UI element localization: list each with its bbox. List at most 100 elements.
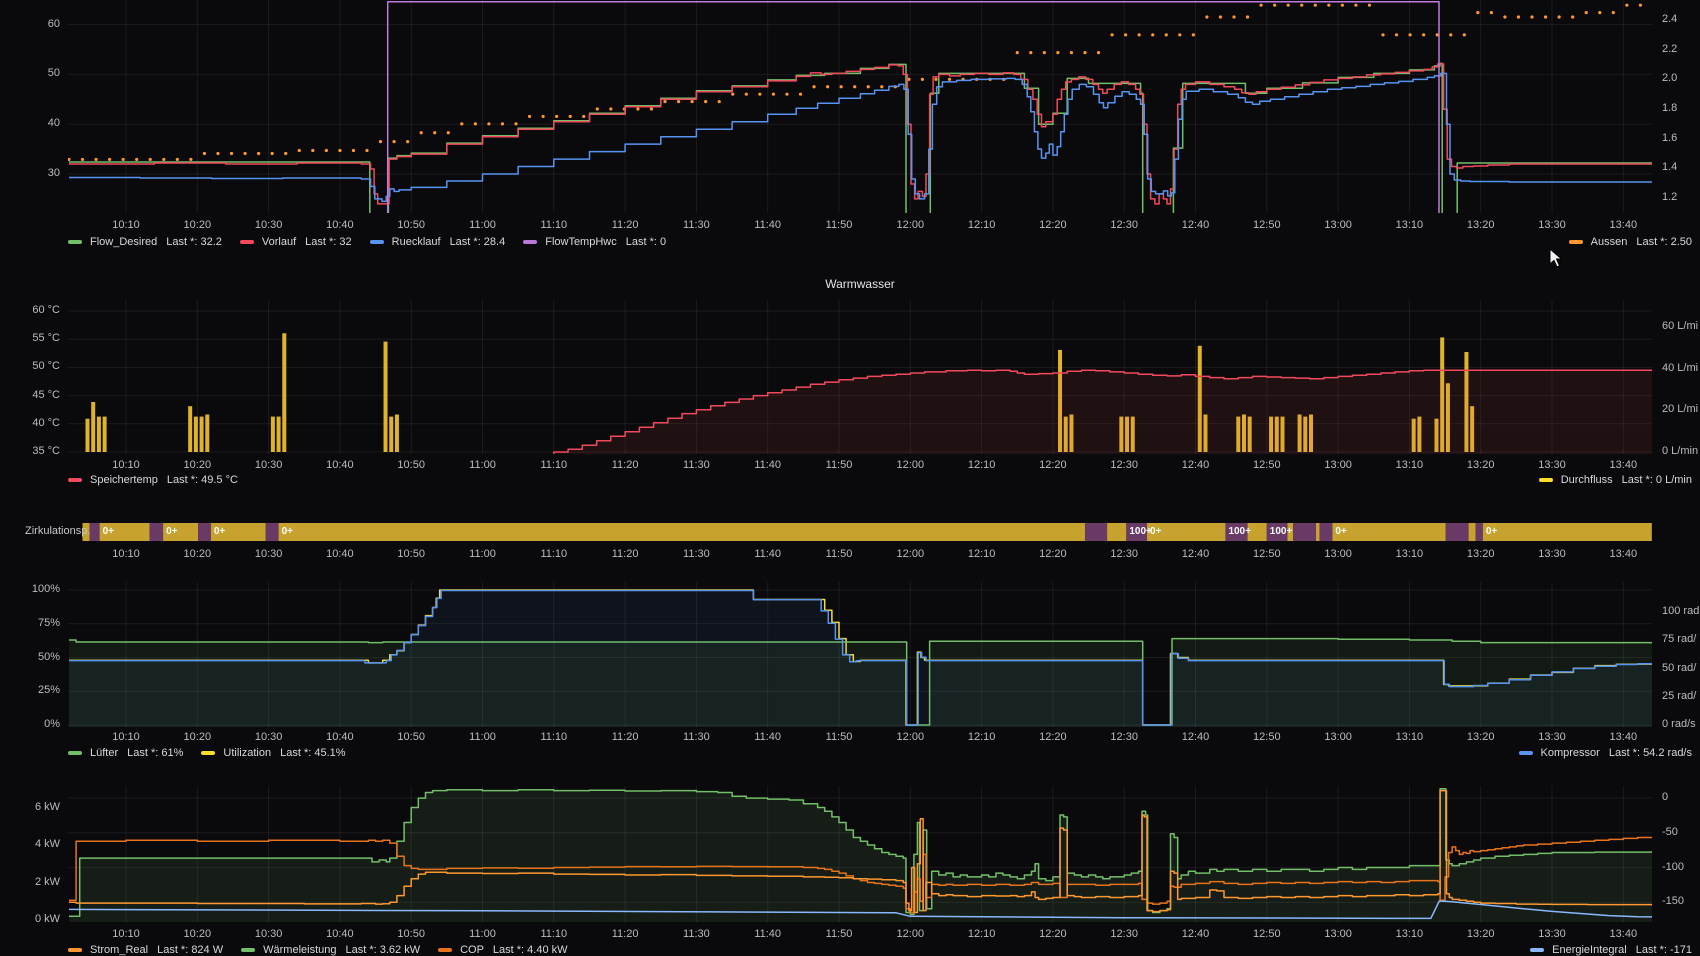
zirkulation-state-segment[interactable] xyxy=(149,523,164,541)
zirkulation-state-segment[interactable] xyxy=(82,523,90,541)
series-dot-aussen xyxy=(1042,51,1046,55)
series-dot-aussen xyxy=(419,131,423,135)
bar-durchfluss xyxy=(282,333,287,452)
zirkulation-state-segment[interactable] xyxy=(89,523,100,541)
series-dot-aussen xyxy=(202,151,207,156)
bar-durchfluss xyxy=(1274,416,1279,452)
series-dot-aussen xyxy=(351,148,356,153)
series-dot-aussen xyxy=(1611,10,1615,15)
series-dot-aussen xyxy=(880,85,884,89)
series-line-speichertemp xyxy=(553,369,1652,454)
zirkulation-state-segment[interactable] xyxy=(1126,523,1148,541)
series-fill-kompressor xyxy=(69,590,1652,727)
series-dot-aussen xyxy=(1503,15,1507,19)
series-dot-aussen xyxy=(1571,15,1575,19)
series-dot-aussen xyxy=(853,85,857,89)
bar-durchfluss xyxy=(199,416,204,452)
bar-durchfluss xyxy=(389,416,394,452)
bar-durchfluss xyxy=(102,416,107,452)
zirkulation-state-segment[interactable] xyxy=(198,523,211,541)
bar-durchfluss xyxy=(394,414,399,452)
zirkulation-state-segment[interactable] xyxy=(1084,523,1108,541)
zirkulation-state-segment[interactable] xyxy=(1468,523,1476,541)
zirkulation-state-segment[interactable] xyxy=(1266,523,1288,541)
zirkulation-state-segment[interactable] xyxy=(1247,523,1267,541)
zirkulation-state-segment[interactable] xyxy=(1293,523,1316,541)
zirkulation-state-segment[interactable] xyxy=(1147,523,1226,541)
zirkulation-state-segment[interactable] xyxy=(99,523,150,541)
series-dot-aussen xyxy=(162,157,166,162)
series-dot-aussen xyxy=(216,151,220,156)
bar-durchfluss xyxy=(1297,414,1302,452)
series-dot-aussen xyxy=(460,122,464,126)
series-line-wärmeleistung xyxy=(69,788,1652,918)
bar-durchfluss xyxy=(1063,416,1068,452)
series-dot-aussen xyxy=(1354,3,1358,7)
bar-durchfluss xyxy=(270,416,275,452)
zirkulation-state-segment[interactable] xyxy=(1332,523,1446,541)
series-dot-aussen xyxy=(1096,51,1101,55)
series-dot-aussen xyxy=(446,131,450,135)
zirkulation-state-segment[interactable] xyxy=(1445,523,1469,541)
series-dot-aussen xyxy=(94,157,98,162)
series-dot-aussen xyxy=(866,85,870,89)
zirkulation-state-segment[interactable] xyxy=(1315,523,1320,541)
zirkulation-state-segment[interactable] xyxy=(1107,523,1127,541)
series-dot-aussen xyxy=(1638,3,1643,7)
bar-durchfluss xyxy=(205,414,210,452)
series-dot-aussen xyxy=(1245,15,1250,19)
series-dot-aussen xyxy=(636,107,640,111)
zirkulation-state-segment[interactable] xyxy=(278,523,1085,541)
bar-durchfluss xyxy=(1464,352,1469,452)
series-dot-aussen xyxy=(68,157,71,162)
series-dot-aussen xyxy=(1151,33,1155,37)
series-dot-aussen xyxy=(257,151,261,156)
zirkulation-state-segment[interactable] xyxy=(163,523,199,541)
series-dot-aussen xyxy=(717,99,721,104)
series-fill-wärmeleistung xyxy=(69,788,1652,922)
bar-durchfluss xyxy=(1411,418,1416,452)
series-line-flow_desired xyxy=(69,62,1652,213)
series-dot-aussen xyxy=(1069,51,1074,55)
series-dot-aussen xyxy=(135,157,139,162)
series-dot-aussen xyxy=(487,122,491,126)
series-line-vorlauf xyxy=(69,63,1652,205)
zirkulation-state-segment[interactable] xyxy=(210,523,266,541)
series-dot-aussen xyxy=(1381,33,1385,37)
series-dot-aussen xyxy=(731,92,735,96)
series-layer xyxy=(69,589,1652,727)
series-dot-aussen xyxy=(934,77,938,81)
zirkulation-state-segment[interactable] xyxy=(1287,523,1294,541)
series-dot-aussen xyxy=(108,157,112,162)
series-line-ruecklauf xyxy=(69,72,1652,203)
series-dot-aussen xyxy=(839,85,843,89)
series-dot-aussen xyxy=(1476,10,1480,15)
series-dot-aussen xyxy=(1435,33,1439,37)
series-dot-aussen xyxy=(1300,3,1304,7)
bar-durchfluss xyxy=(1130,416,1135,452)
series-dot-aussen xyxy=(771,92,776,96)
bar-durchfluss xyxy=(91,402,96,452)
series-dot-aussen xyxy=(1340,3,1344,7)
zirkulation-state-segment[interactable] xyxy=(1225,523,1248,541)
series-line-energieintegral xyxy=(68,900,1652,920)
series-layer xyxy=(68,0,1652,213)
series-dot-aussen xyxy=(270,151,274,156)
zirkulation-state-segment[interactable] xyxy=(1319,523,1333,541)
bar-durchfluss xyxy=(96,416,101,452)
bar-durchfluss xyxy=(1434,418,1439,452)
series-dot-aussen xyxy=(1137,33,1141,37)
zirkulation-state-segment[interactable] xyxy=(1482,523,1652,541)
bar-durchfluss xyxy=(1440,337,1445,452)
series-layer xyxy=(85,333,1652,454)
series-layer xyxy=(68,788,1652,922)
series-dot-aussen xyxy=(1625,3,1629,7)
series-dot-aussen xyxy=(798,92,803,96)
series-dot-aussen xyxy=(378,140,383,144)
zirkulation-state-segment[interactable] xyxy=(265,523,279,541)
bar-durchfluss xyxy=(276,416,281,452)
zirkulation-state-segment[interactable] xyxy=(1475,523,1483,541)
series-dot-aussen xyxy=(473,122,477,126)
series-dot-aussen xyxy=(758,92,762,96)
